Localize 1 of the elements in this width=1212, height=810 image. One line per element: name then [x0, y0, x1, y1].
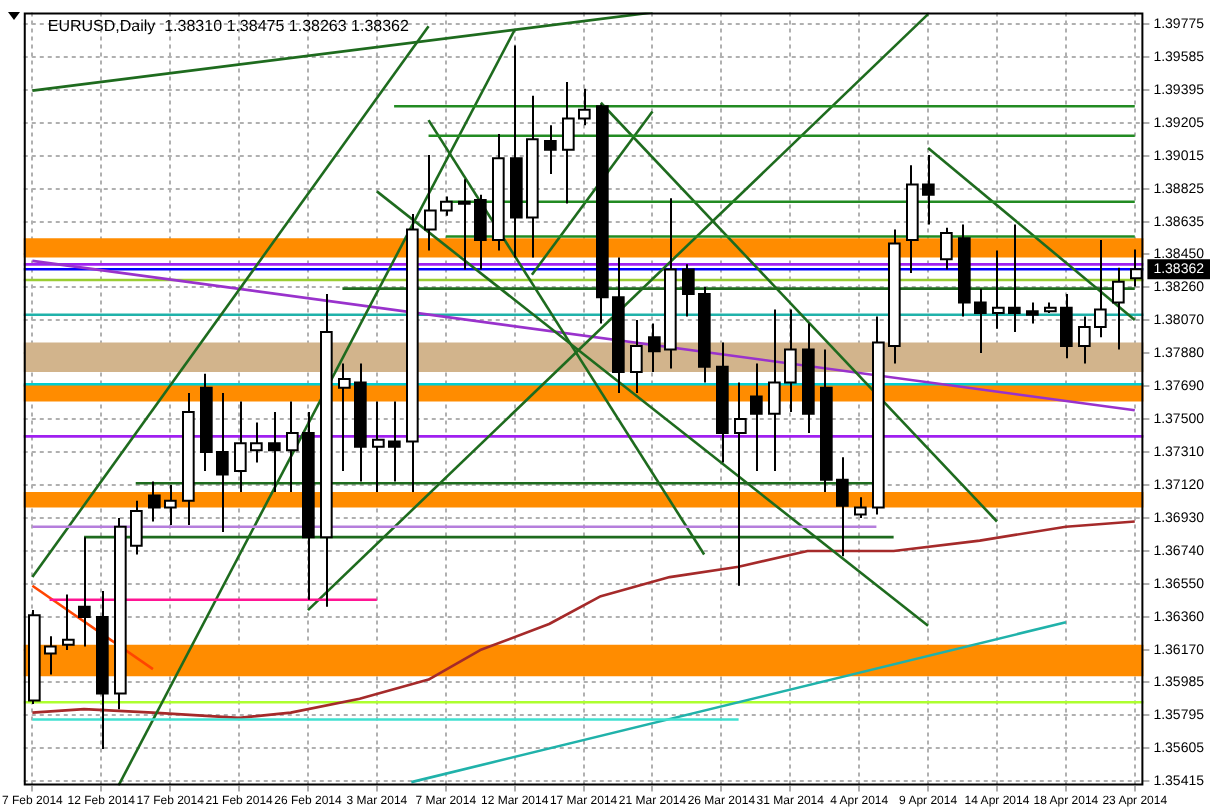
chart-title: EURUSD,Daily 1.38310 1.38475 1.38263 1.38362: [47, 16, 410, 35]
